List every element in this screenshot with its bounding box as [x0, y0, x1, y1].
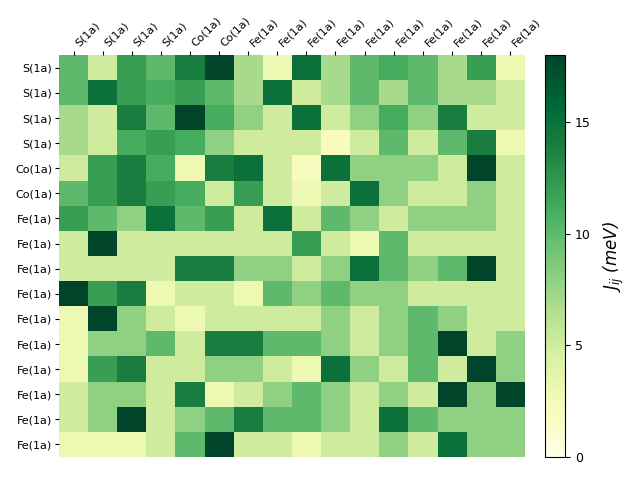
- Y-axis label: $J_{ij}$ (meV): $J_{ij}$ (meV): [602, 221, 626, 292]
